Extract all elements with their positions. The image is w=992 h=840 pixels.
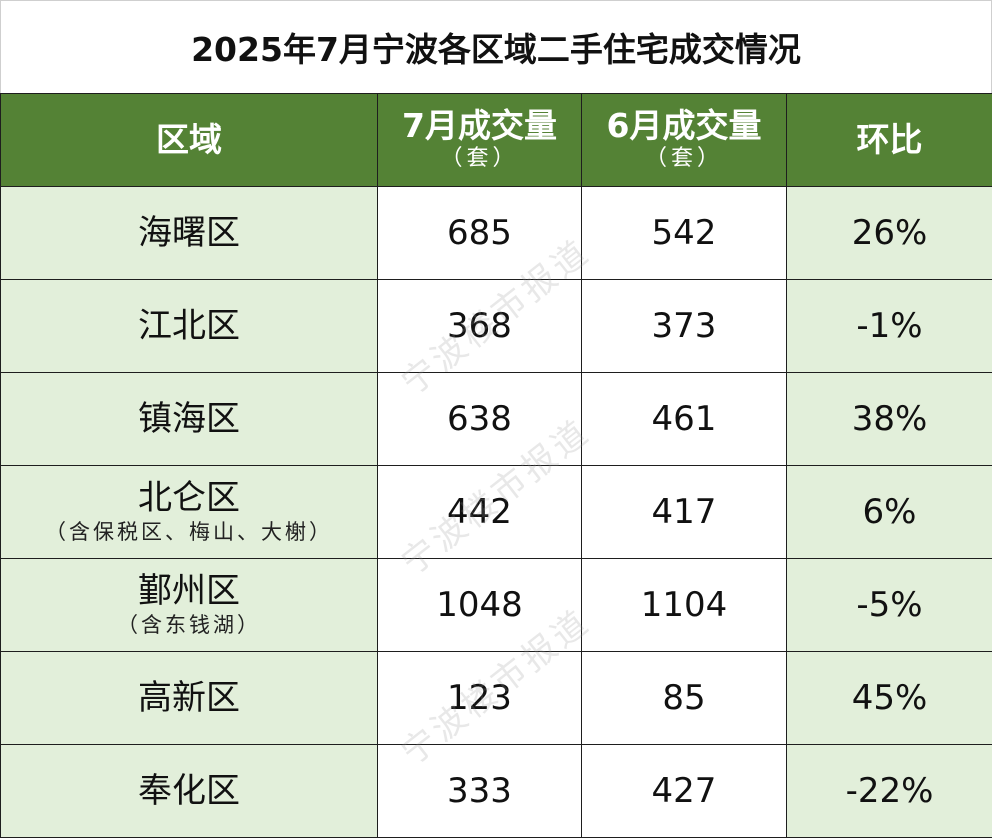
mom-ratio-cell: 38% [786, 372, 992, 466]
mom-ratio-cell: 26% [786, 186, 992, 280]
mom-ratio-cell: 45% [786, 651, 992, 745]
july-volume-cell: 333 [377, 744, 582, 838]
region-cell: 海曙区 [0, 186, 378, 280]
table-header-row: 区域 7月成交量 （套） 6月成交量 （套） 环比 [0, 93, 992, 187]
header-region: 区域 [0, 93, 378, 187]
header-july-volume: 7月成交量 （套） [377, 93, 582, 187]
region-note: （含东钱湖） [117, 613, 261, 637]
june-volume-cell: 427 [581, 744, 787, 838]
july-volume-cell: 638 [377, 372, 582, 466]
table-row: 镇海区 638 461 38% [0, 372, 992, 466]
page-title: 2025年7月宁波各区域二手住宅成交情况 [0, 0, 992, 93]
june-volume-cell: 85 [581, 651, 787, 745]
table-row: 北仑区 （含保税区、梅山、大榭） 442 417 6% [0, 465, 992, 559]
july-volume-cell: 368 [377, 279, 582, 373]
table-row: 高新区 123 85 45% [0, 651, 992, 745]
june-volume-cell: 461 [581, 372, 787, 466]
region-cell: 鄞州区 （含东钱湖） [0, 558, 378, 652]
mom-ratio-cell: -1% [786, 279, 992, 373]
june-volume-cell: 1104 [581, 558, 787, 652]
transaction-table: 区域 7月成交量 （套） 6月成交量 （套） 环比 海曙区 [0, 93, 992, 838]
mom-ratio-cell: -22% [786, 744, 992, 838]
june-volume-cell: 417 [581, 465, 787, 559]
table-row: 鄞州区 （含东钱湖） 1048 1104 -5% [0, 558, 992, 652]
region-cell: 北仑区 （含保税区、梅山、大榭） [0, 465, 378, 559]
mom-ratio-cell: 6% [786, 465, 992, 559]
table-row: 奉化区 333 427 -22% [0, 744, 992, 838]
region-cell: 镇海区 [0, 372, 378, 466]
region-cell: 江北区 [0, 279, 378, 373]
july-volume-cell: 442 [377, 465, 582, 559]
july-volume-cell: 685 [377, 186, 582, 280]
june-volume-cell: 542 [581, 186, 787, 280]
region-cell: 奉化区 [0, 744, 378, 838]
july-volume-cell: 1048 [377, 558, 582, 652]
table-row: 江北区 368 373 -1% [0, 279, 992, 373]
region-note: （含保税区、梅山、大榭） [45, 520, 333, 544]
header-mom-ratio: 环比 [786, 93, 992, 187]
june-volume-cell: 373 [581, 279, 787, 373]
region-cell: 高新区 [0, 651, 378, 745]
table-row: 海曙区 685 542 26% [0, 186, 992, 280]
header-june-volume: 6月成交量 （套） [581, 93, 787, 187]
mom-ratio-cell: -5% [786, 558, 992, 652]
july-volume-cell: 123 [377, 651, 582, 745]
